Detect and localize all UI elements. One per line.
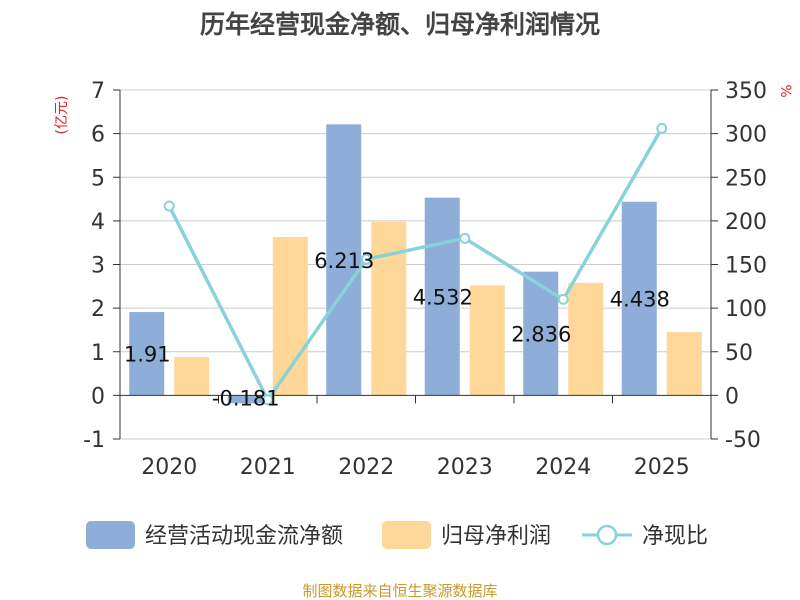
y-right-tick-label: 350 (725, 79, 767, 104)
line-ratio-point-2021 (262, 394, 274, 406)
bar-net-profit-2021 (272, 237, 308, 396)
y-left-tick-label: 6 (91, 123, 105, 148)
line-ratio-point-2025 (656, 122, 668, 134)
data-label-cash-flow-2021: -0.181 (212, 386, 280, 410)
y-right-tick-label: 150 (725, 254, 767, 279)
line-ratio-point-2024 (557, 293, 569, 305)
legend-label-net-profit: 归母净利润 (441, 524, 551, 549)
y-left-tick-label: 7 (91, 79, 105, 104)
left-axis-unit: (亿元) (54, 96, 70, 135)
x-tick-label-2021: 2021 (240, 455, 296, 480)
bar-series (129, 124, 702, 404)
y-right-tick-label: 200 (725, 210, 767, 235)
line-series (163, 122, 668, 406)
bar-net-profit-2023 (469, 285, 505, 396)
line-ratio-point-2020 (163, 200, 175, 212)
y-right-tick-label: 250 (725, 166, 767, 191)
legend-item-cash-flow[interactable]: 经营活动现金流净额 (86, 521, 343, 549)
bar-cash-flow-2020 (129, 312, 165, 396)
data-source-note: 制图数据来自恒生聚源数据库 (302, 582, 497, 600)
line-ratio-point-2022 (360, 253, 372, 265)
chart-title: 历年经营现金净额、归母净利润情况 (200, 10, 600, 39)
y-right-tick-label: 100 (725, 297, 767, 322)
legend-label-cash-flow: 经营活动现金流净额 (145, 524, 343, 549)
legend-label-ratio: 净现比 (642, 524, 708, 549)
bar-cash-flow-2025 (621, 201, 657, 396)
data-label-cash-flow-2022: 6.213 (314, 249, 374, 273)
bar-net-profit-2025 (666, 332, 702, 396)
bar-cash-flow-2021 (227, 395, 263, 404)
legend-item-net-profit[interactable]: 归母净利润 (382, 521, 551, 549)
y-left-tick-label: 4 (91, 210, 105, 235)
bar-net-profit-2024 (568, 282, 604, 396)
data-label-cash-flow-2023: 4.532 (413, 286, 473, 310)
data-label-cash-flow-2024: 2.836 (511, 323, 571, 347)
y-left-tick-label: 5 (91, 166, 105, 191)
y-left-tick-label: 3 (91, 254, 105, 279)
data-label-cash-flow-2025: 4.438 (610, 288, 670, 312)
gridlines (120, 89, 711, 440)
right-axis-unit: % (777, 84, 793, 97)
y-left-tick-label: 1 (91, 341, 105, 366)
bar-cash-flow-2023 (424, 197, 460, 396)
x-tick-label-2024: 2024 (535, 455, 591, 480)
bar-net-profit-2020 (174, 356, 210, 396)
legend: 经营活动现金流净额 归母净利润 净现比 (86, 521, 708, 549)
x-tick-label-2023: 2023 (437, 455, 493, 480)
data-label-cash-flow-2020: 1.91 (124, 343, 171, 367)
x-tick-label-2022: 2022 (338, 455, 394, 480)
y-left-tick-label: 2 (91, 297, 105, 322)
y-left-tick-label: 0 (91, 384, 105, 409)
legend-swatch-cash-flow (86, 521, 135, 549)
legend-item-ratio[interactable]: 净现比 (582, 524, 708, 549)
axes: -1 0 1 2 3 4 5 6 7 -50 0 50 100 150 200 250 300 350 2020 20… (83, 79, 767, 480)
bar-net-profit-2022 (371, 221, 407, 396)
y-right-tick-label: 50 (725, 341, 753, 366)
y-left-tick-label: -1 (83, 428, 105, 453)
x-tick-label-2020: 2020 (141, 455, 197, 480)
line-ratio-point-2023 (459, 232, 471, 244)
y-right-tick-label: -50 (725, 428, 761, 453)
legend-swatch-net-profit (382, 521, 431, 549)
line-ratio-path (167, 127, 664, 404)
legend-marker-ratio (596, 524, 618, 546)
y-right-tick-label: 300 (725, 123, 767, 148)
data-labels: 1.91 -0.181 6.213 4.532 2.836 4.438 (124, 249, 670, 411)
bar-cash-flow-2022 (326, 124, 362, 396)
y-right-tick-label: 0 (725, 384, 739, 409)
x-tick-label-2025: 2025 (634, 455, 690, 480)
